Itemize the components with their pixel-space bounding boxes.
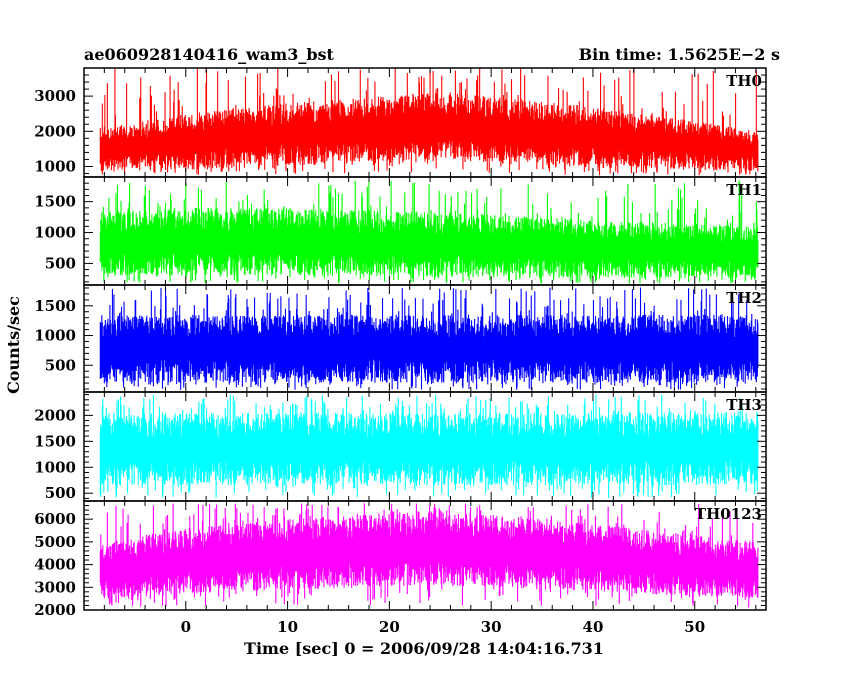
y-tick-label: 1000 bbox=[34, 458, 76, 476]
series-line-th0123 bbox=[99, 503, 759, 608]
y-tick-label: 500 bbox=[45, 254, 76, 272]
panel-th2: 500 1000 1500 TH2 bbox=[34, 284, 767, 393]
y-tick-label: 1500 bbox=[34, 193, 76, 211]
y-tick-label: 3000 bbox=[34, 578, 76, 596]
y-tick-label: 1000 bbox=[34, 157, 76, 175]
x-tick-label: 0 bbox=[181, 618, 191, 636]
series-line-th3 bbox=[99, 394, 759, 498]
y-tick-label: 2000 bbox=[34, 601, 76, 619]
panel-label: TH3 bbox=[726, 396, 762, 414]
series-line-th0 bbox=[99, 68, 759, 176]
y-tick-label: 500 bbox=[45, 356, 76, 374]
x-tick-label: 50 bbox=[684, 618, 705, 636]
x-axis-title: Time [sec] 0 = 2006/09/28 14:04:16.731 bbox=[244, 639, 604, 658]
y-tick-label: 6000 bbox=[34, 510, 76, 528]
bin-time-label: Bin time: 1.5625E−2 s bbox=[579, 45, 780, 64]
panel-th3: 500 1000 1500 2000 TH3 bbox=[34, 391, 767, 502]
y-tick-label: 1000 bbox=[34, 224, 76, 242]
series-line-th2 bbox=[99, 287, 759, 390]
chart-title: ae060928140416_wam3_bst bbox=[84, 45, 335, 64]
y-tick-label: 1500 bbox=[34, 432, 76, 450]
panel-th1: 500 1000 1500 TH1 bbox=[34, 176, 767, 286]
y-tick-label: 1000 bbox=[34, 327, 76, 345]
panels-group: 100020003000TH050010001500TH150010001500… bbox=[34, 67, 767, 636]
y-tick-label: 2000 bbox=[34, 406, 76, 424]
panel-th0123: 2000 3000 4000 5000 6000 TH0123 0 10 20 30 40 50 bbox=[34, 500, 767, 636]
y-tick-label: 3000 bbox=[34, 87, 76, 105]
y-tick-label: 2000 bbox=[34, 122, 76, 140]
x-tick-label: 30 bbox=[481, 618, 502, 636]
panel-label: TH0 bbox=[726, 72, 762, 90]
series-line-th1 bbox=[99, 180, 759, 284]
y-tick-label: 1500 bbox=[34, 297, 76, 315]
panel-label: TH2 bbox=[726, 289, 762, 307]
y-tick-label: 500 bbox=[45, 484, 76, 502]
panel-th0: 1000 2000 3000 TH0 bbox=[34, 67, 767, 178]
y-tick-label: 4000 bbox=[34, 556, 76, 574]
y-tick-label: 5000 bbox=[34, 533, 76, 551]
panel-label: TH1 bbox=[726, 181, 762, 199]
x-tick-label: 40 bbox=[583, 618, 604, 636]
x-tick-label: 20 bbox=[379, 618, 400, 636]
x-tick-label: 10 bbox=[277, 618, 298, 636]
y-axis-title: Counts/sec bbox=[4, 296, 23, 394]
panel-label: TH0123 bbox=[695, 505, 762, 523]
